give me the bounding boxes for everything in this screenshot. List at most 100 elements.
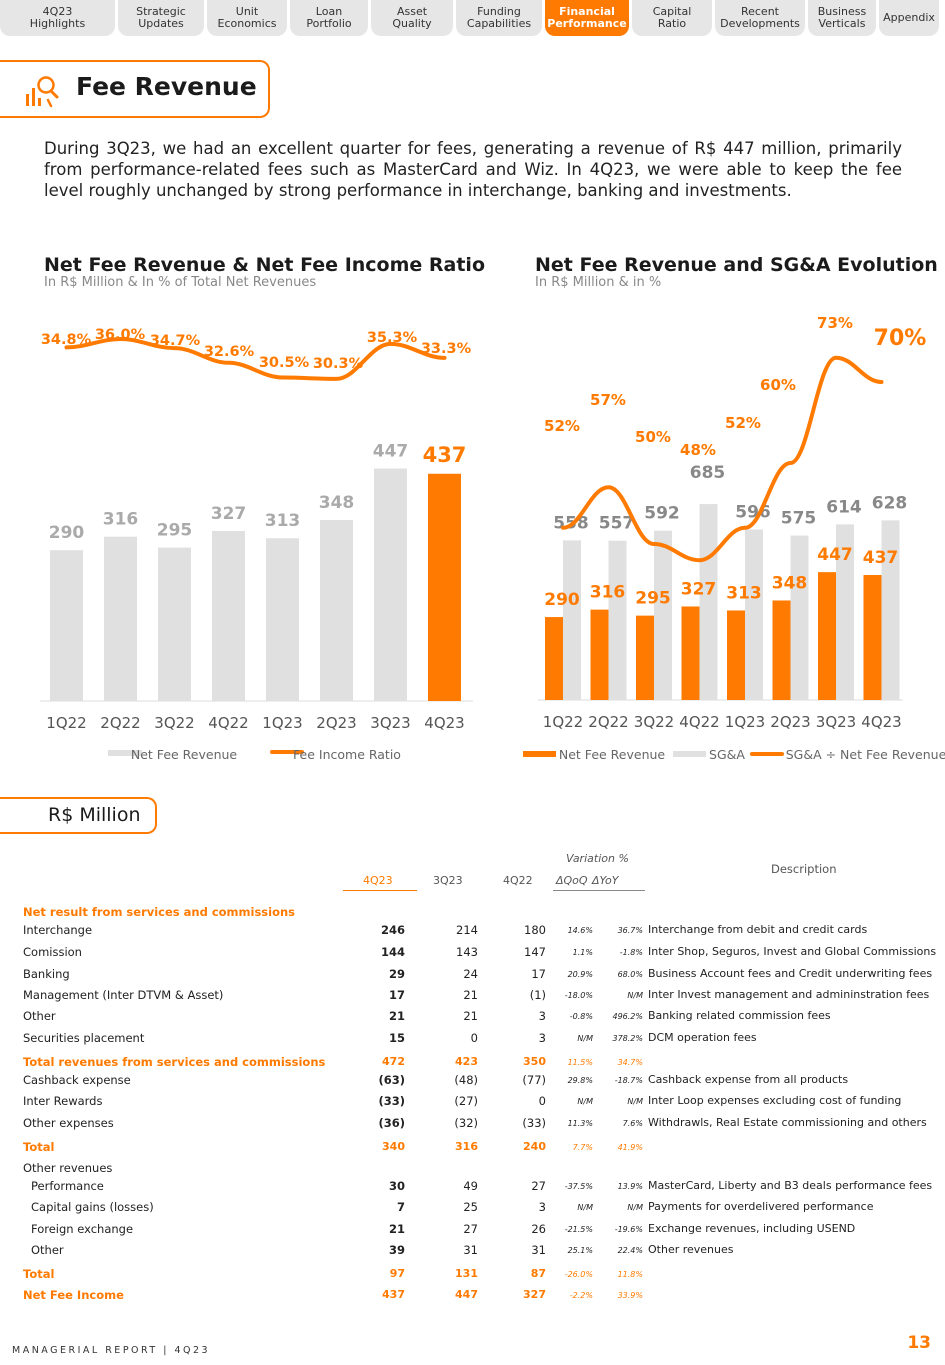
bar-net-fee-revenue [266,538,299,701]
value-3q23: 214 [456,923,478,937]
value-4q22: 87 [530,1267,546,1280]
x-tick-label: 2Q23 [770,713,810,731]
row-label: Total revenues from services and commiss… [23,1055,326,1069]
bar-net-fee-revenue [158,547,191,701]
table-unit-box: R$ Million [0,797,157,834]
value-4q22: 3 [538,1031,546,1045]
legend-label-sga-ratio: SG&A ÷ Net Fee Revenue [786,747,945,762]
nav-tab-business-verticals[interactable]: Business Verticals [808,0,876,36]
value-4q23: 30 [388,1179,405,1193]
row-label: Foreign exchange [31,1222,134,1236]
bar-value-label: 295 [157,521,193,541]
variation-yoy: 496.2% [612,1012,643,1021]
bar-sga [563,540,581,700]
bar-net-fee-revenue [50,550,83,701]
value-4q23: 21 [388,1009,405,1023]
table-row: Cashback expense (63) (48) (77) 29.8% -18.7% C… [0,1073,945,1093]
variation-qoq: 25.1% [567,1246,593,1255]
value-4q23: 246 [380,923,405,937]
variation-header: Variation % [566,852,629,865]
section-title-box: Fee Revenue [0,60,270,118]
bar-net-fee-revenue [863,575,882,700]
bar-sga [836,524,854,700]
table-row: Comission 144 143 147 1.1% -1.8% Inter Shop, S… [0,945,945,965]
row-description: Interchange from debit and credit cards [648,923,868,936]
legend-swatch-net-fee-revenue [108,750,142,756]
x-tick-label: 1Q23 [725,713,765,731]
ratio-data-label: 50% [635,428,671,446]
value-4q22: 3 [538,1200,546,1214]
bar-value-label: 348 [319,493,355,513]
row-description: Exchange revenues, including USEND [648,1222,856,1235]
table-row: Securities placement 15 0 3 N/M 378.2% DCM ope… [0,1031,945,1051]
value-4q22: 240 [523,1140,546,1153]
bar-value-label: 290 [49,523,85,543]
table-row: Other 39 31 31 25.1% 22.4% Other revenues [0,1243,945,1263]
table-row: Net result from services and commissions [0,905,945,925]
value-4q23: 340 [382,1140,405,1153]
value-4q23: 472 [382,1055,405,1068]
row-description: Business Account fees and Credit underwr… [648,967,933,980]
bar-net-fee-revenue [727,610,745,700]
row-label: Other [31,1243,64,1257]
nav-tab-unit-economics[interactable]: Unit Economics [207,0,287,36]
variation-qoq: -26.0% [564,1270,593,1279]
value-4q22: 147 [524,945,546,959]
value-4q22: 26 [531,1222,546,1236]
value-4q22: 27 [531,1179,546,1193]
table-row: Other 21 21 3 -0.8% 496.2% Banking related com… [0,1009,945,1029]
table-row: Other expenses (36) (32) (33) 11.3% 7.6% Withd… [0,1116,945,1136]
nav-tab-loan-portfolio[interactable]: Loan Portfolio [290,0,368,36]
variation-qoq: N/M [577,1203,593,1212]
x-tick-label: 4Q23 [861,713,901,731]
row-label: Capital gains (losses) [31,1200,154,1214]
value-3q23: 143 [456,945,478,959]
ratio-data-label: 36.0% [95,327,146,343]
top-navigation: 4Q23 Highlights Strategic Updates Unit Eco… [0,0,945,36]
value-3q23: 27 [463,1222,478,1236]
row-label: Other expenses [23,1116,114,1130]
nav-tab-capital-ratio[interactable]: Capital Ratio [632,0,712,36]
ratio-data-label: 30.5% [259,355,310,371]
chart1-subtitle: In R$ Million & In % of Total Net Revenu… [44,275,317,290]
variation-yoy: -1.8% [619,948,643,957]
bar-net-fee-revenue [428,473,461,701]
variation-yoy: 378.2% [612,1034,643,1043]
sga-value-label: 592 [644,504,680,524]
nav-tab-asset-quality[interactable]: Asset Quality [371,0,453,36]
ratio-data-label: 73% [817,314,853,332]
variation-qoq: N/M [577,1034,593,1043]
nav-tab-appendix[interactable]: Appendix [879,0,939,36]
bar-net-fee-revenue [545,617,563,700]
nfr-value-label: 437 [863,548,899,568]
x-tick-label: 4Q23 [424,714,464,732]
variation-yoy: N/M [627,1203,643,1212]
x-tick-label: 4Q22 [679,713,719,731]
bar-sga [654,530,672,700]
value-4q22: 17 [531,967,546,981]
nav-tab-strategic-updates[interactable]: Strategic Updates [118,0,204,36]
row-description: Cashback expense from all products [648,1073,849,1086]
nfr-value-label: 290 [544,590,580,610]
variation-qoq: 11.3% [567,1119,593,1128]
value-4q23: 29 [388,967,405,981]
nav-tab-4q23-highlights[interactable]: 4Q23 Highlights [0,0,115,36]
value-4q22: 350 [523,1055,546,1068]
value-3q23: (27) [454,1094,478,1108]
bar-value-label: 437 [423,443,467,467]
value-4q22: 31 [531,1243,546,1257]
value-3q23: 131 [455,1267,478,1280]
value-3q23: 0 [470,1031,478,1045]
table-row: Interchange 246 214 180 14.6% 36.7% Interchang… [0,923,945,943]
variation-yoy: 13.9% [617,1182,643,1191]
legend-swatch-sga-ratio [750,752,784,756]
variation-qoq: 20.9% [567,970,593,979]
table-row: Total revenues from services and commiss… [0,1055,945,1075]
bar-sga [881,520,900,700]
bar-net-fee-revenue [681,606,700,700]
bar-sga [745,529,763,700]
nav-tab-funding-capabilities[interactable]: Funding Capabilities [456,0,542,36]
nav-tab-financial-performance[interactable]: Financial Performance [545,0,629,36]
nav-tab-recent-developments[interactable]: Recent Developments [715,0,805,36]
ratio-data-label: 34.7% [150,333,201,349]
